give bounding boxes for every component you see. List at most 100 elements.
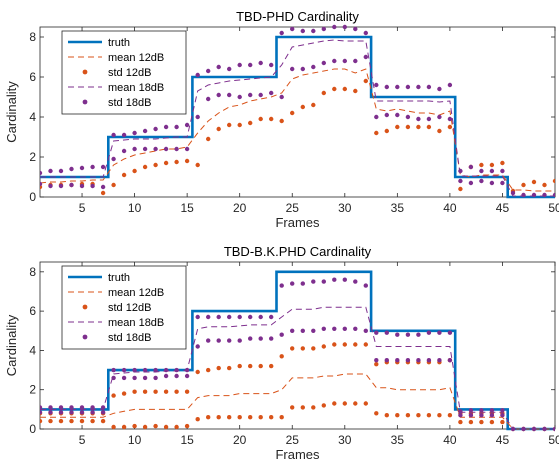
data-point — [69, 418, 74, 424]
data-point — [290, 405, 295, 410]
data-point — [163, 367, 169, 373]
data-point — [184, 423, 190, 429]
data-point — [227, 415, 232, 420]
data-point — [290, 26, 295, 32]
data-point — [290, 110, 295, 116]
data-point — [195, 114, 200, 120]
data-point — [489, 180, 495, 186]
data-point — [216, 64, 221, 70]
data-point — [321, 326, 326, 331]
data-point — [121, 367, 127, 373]
data-point — [384, 128, 389, 134]
data-point — [174, 159, 179, 165]
data-point — [79, 405, 85, 410]
data-point — [279, 415, 284, 420]
data-point — [363, 54, 368, 60]
data-point — [363, 401, 368, 406]
legend-entry: mean 12dB — [108, 287, 164, 299]
data-point — [458, 186, 463, 192]
data-point — [216, 314, 221, 320]
data-point — [479, 168, 484, 174]
legend-entry: truth — [108, 272, 130, 284]
data-point — [248, 314, 253, 320]
data-point — [332, 277, 337, 282]
data-point — [416, 413, 421, 418]
data-point — [342, 342, 347, 347]
data-point — [374, 330, 379, 335]
data-point — [395, 112, 400, 118]
data-point — [237, 415, 242, 420]
data-point — [405, 84, 411, 90]
data-point — [216, 365, 221, 371]
legend-swatch — [82, 99, 88, 105]
data-point — [426, 116, 432, 122]
data-point — [206, 367, 211, 373]
data-point — [58, 410, 64, 415]
data-point — [374, 411, 379, 416]
data-point — [458, 413, 463, 418]
x-tick-label: 25 — [286, 201, 300, 215]
data-point — [216, 92, 221, 98]
series-line-truth — [40, 35, 555, 199]
data-point — [48, 410, 53, 415]
data-point — [153, 367, 158, 373]
data-point — [363, 78, 368, 84]
x-tick-label: 20 — [233, 433, 247, 447]
data-point — [531, 192, 537, 198]
series-line-mean-12dB — [40, 373, 555, 430]
legend-entry: mean 18dB — [108, 317, 164, 329]
data-point — [542, 182, 547, 188]
data-point — [468, 180, 474, 186]
data-point — [121, 391, 127, 396]
data-point — [447, 124, 453, 130]
data-point — [447, 116, 453, 122]
data-point — [111, 424, 116, 430]
data-point — [58, 405, 64, 410]
data-point — [342, 86, 347, 92]
y-tick-label: 4 — [29, 110, 36, 124]
data-point — [206, 314, 211, 320]
data-point — [248, 336, 253, 341]
data-point — [174, 373, 179, 379]
chart-title: TBD-PHD Cardinality — [236, 9, 359, 24]
data-point — [458, 409, 463, 414]
data-point — [248, 92, 253, 98]
data-point — [195, 344, 200, 349]
data-point — [216, 415, 221, 420]
data-point — [40, 181, 43, 187]
y-tick-label: 8 — [29, 30, 36, 44]
data-point — [332, 401, 337, 406]
data-point — [174, 424, 179, 430]
data-point — [426, 84, 432, 90]
data-point — [353, 88, 358, 94]
data-point — [90, 418, 95, 424]
data-point — [153, 389, 158, 394]
data-point — [300, 66, 305, 72]
data-point — [121, 132, 127, 138]
data-point — [153, 162, 158, 168]
data-point — [90, 164, 95, 170]
data-point — [374, 358, 379, 363]
data-point — [132, 389, 137, 394]
data-point — [111, 132, 116, 138]
data-point — [269, 336, 274, 341]
data-point — [542, 192, 547, 198]
data-point — [174, 124, 179, 130]
data-point — [237, 363, 242, 369]
x-tick-label: 25 — [286, 433, 300, 447]
data-point — [374, 362, 379, 367]
data-point — [237, 62, 242, 68]
data-point — [437, 86, 442, 92]
data-point — [100, 164, 106, 170]
data-point — [384, 413, 389, 418]
y-tick-label: 2 — [29, 383, 36, 397]
data-point — [227, 92, 232, 98]
data-point — [321, 403, 326, 408]
data-point — [458, 168, 463, 174]
series-line-mean-18dB — [40, 306, 555, 430]
data-point — [311, 102, 316, 108]
data-point — [111, 375, 116, 381]
x-tick-label: 30 — [338, 201, 352, 215]
data-point — [195, 369, 200, 375]
